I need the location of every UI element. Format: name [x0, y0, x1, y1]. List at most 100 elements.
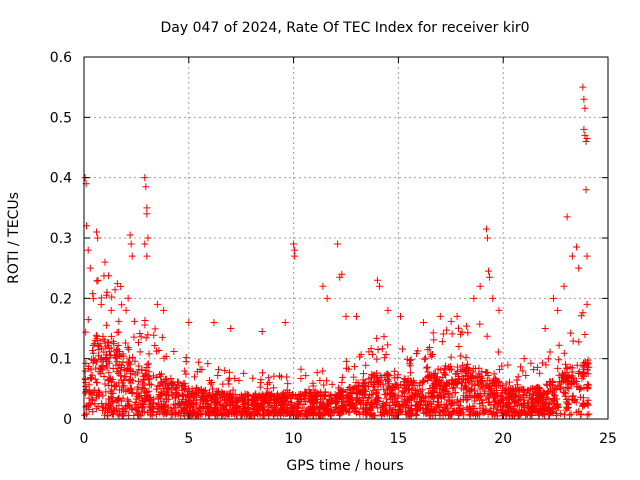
data-point — [94, 403, 102, 411]
data-point — [88, 355, 96, 363]
data-point — [214, 398, 222, 406]
data-point — [416, 379, 424, 387]
data-point — [357, 399, 365, 407]
data-point — [410, 393, 418, 401]
data-point — [543, 407, 551, 415]
data-point — [145, 350, 153, 358]
data-point — [583, 300, 591, 308]
data-point — [163, 380, 171, 388]
data-point — [437, 378, 445, 386]
data-point — [394, 398, 402, 406]
data-point — [427, 400, 435, 408]
data-point — [453, 312, 461, 320]
data-point — [364, 393, 372, 401]
data-point — [89, 347, 97, 355]
data-point — [103, 321, 111, 329]
data-point — [527, 385, 535, 393]
data-point — [440, 401, 448, 409]
data-point — [240, 369, 248, 377]
data-point — [206, 376, 214, 384]
data-point — [270, 372, 278, 380]
data-point — [171, 384, 179, 392]
data-point — [336, 411, 344, 419]
data-point — [125, 345, 133, 353]
data-point — [471, 412, 479, 420]
data-point — [469, 402, 477, 410]
data-point — [360, 386, 368, 394]
data-point — [333, 391, 341, 399]
data-point — [125, 397, 133, 405]
data-point — [439, 330, 447, 338]
data-point — [257, 401, 265, 409]
data-point — [337, 404, 345, 412]
data-point — [396, 402, 404, 410]
data-point — [131, 401, 139, 409]
data-point — [422, 354, 430, 362]
data-point — [108, 410, 116, 418]
data-point — [207, 380, 215, 388]
data-point — [503, 395, 511, 403]
data-point — [520, 355, 528, 363]
data-point — [259, 369, 267, 377]
data-point — [107, 352, 115, 360]
data-point — [135, 400, 143, 408]
data-point — [342, 312, 350, 320]
data-point — [100, 348, 108, 356]
data-point — [495, 381, 503, 389]
data-point — [267, 391, 275, 399]
data-point — [444, 390, 452, 398]
data-point — [157, 401, 165, 409]
data-point — [419, 392, 427, 400]
data-point — [486, 273, 494, 281]
data-point — [565, 385, 573, 393]
data-point — [372, 395, 380, 403]
data-point — [89, 357, 97, 365]
data-point — [162, 395, 170, 403]
data-point — [470, 375, 478, 383]
data-point — [113, 368, 121, 376]
data-point — [457, 384, 465, 392]
data-point — [524, 402, 532, 410]
data-point — [225, 380, 233, 388]
data-point — [94, 276, 102, 284]
data-point — [490, 370, 498, 378]
data-point — [302, 398, 310, 406]
data-point — [147, 397, 155, 405]
data-point — [114, 396, 122, 404]
data-point — [436, 379, 444, 387]
data-point — [265, 395, 273, 403]
data-point — [532, 388, 540, 396]
data-point — [457, 352, 465, 360]
data-point — [82, 359, 90, 367]
data-point — [349, 385, 357, 393]
data-point — [475, 392, 483, 400]
data-point — [237, 394, 245, 402]
data-point — [219, 410, 227, 418]
data-point — [448, 407, 456, 415]
data-point — [248, 396, 256, 404]
data-point — [143, 252, 151, 260]
data-point — [125, 360, 133, 368]
data-point — [491, 395, 499, 403]
data-point — [177, 401, 185, 409]
data-point — [449, 384, 457, 392]
data-point — [163, 388, 171, 396]
data-point — [489, 404, 497, 412]
data-point — [149, 372, 157, 380]
data-point — [406, 357, 414, 365]
data-point — [310, 389, 318, 397]
data-point — [527, 406, 535, 414]
data-point — [277, 373, 285, 381]
data-point — [454, 367, 462, 375]
data-point — [125, 354, 133, 362]
data-point — [431, 369, 439, 377]
data-point — [580, 95, 588, 103]
data-point — [126, 387, 134, 395]
data-point — [208, 385, 216, 393]
data-point — [224, 410, 232, 418]
data-point — [350, 373, 358, 381]
data-point — [454, 380, 462, 388]
data-point — [519, 367, 527, 375]
data-point — [515, 393, 523, 401]
